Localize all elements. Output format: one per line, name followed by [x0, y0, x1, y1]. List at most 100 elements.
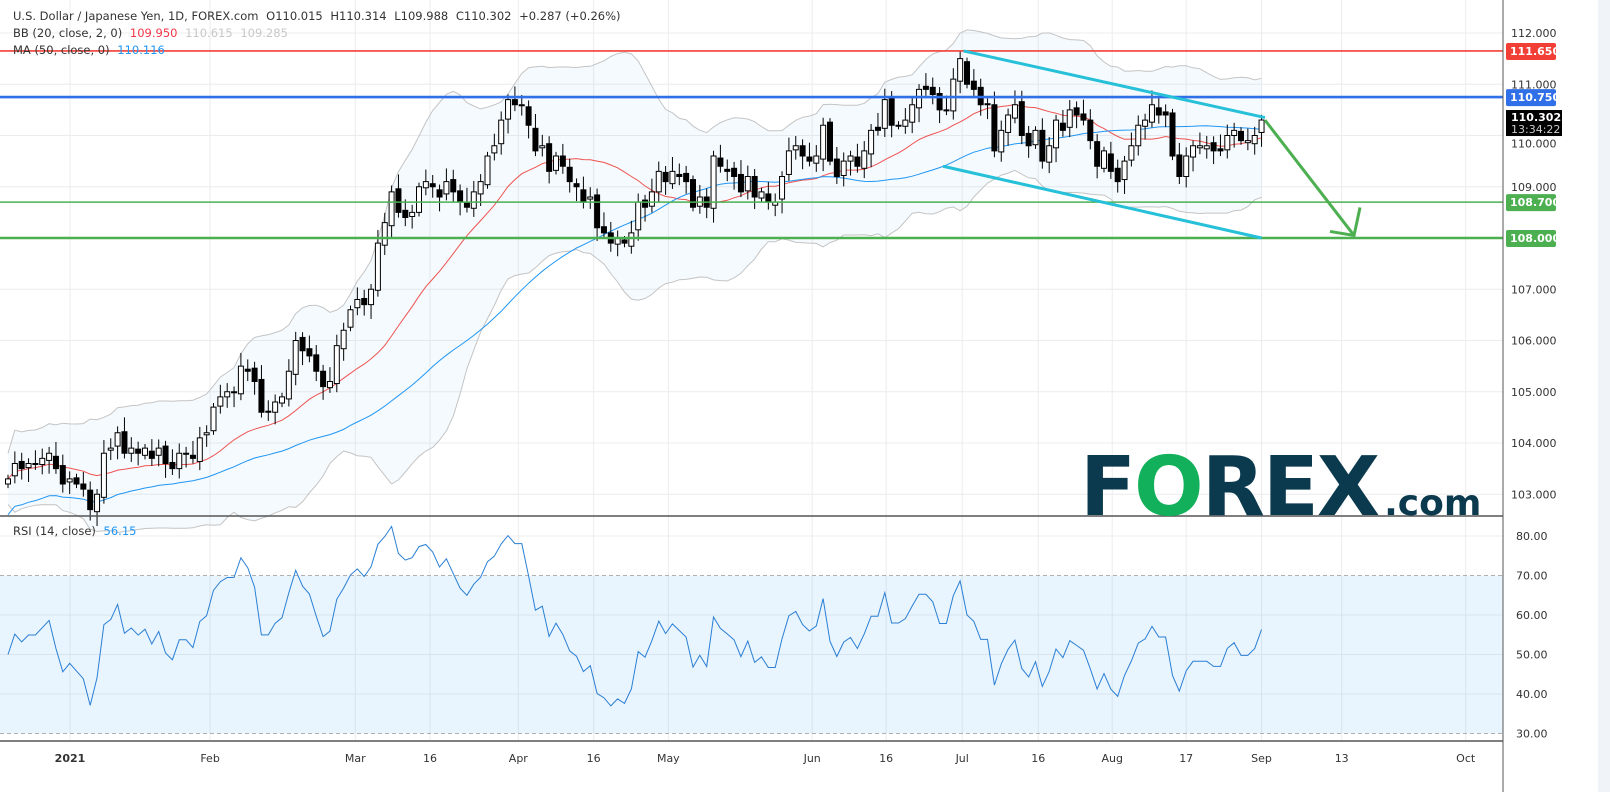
candle — [861, 141, 868, 179]
candle-body — [347, 309, 354, 328]
candle — [128, 437, 135, 462]
forex-logo: FOREX .com — [1080, 440, 1481, 535]
candle — [984, 98, 991, 120]
candle-body — [203, 432, 210, 436]
candle — [388, 185, 395, 239]
candle-body — [162, 445, 169, 465]
bb-legend[interactable]: BB (20, close, 2, 0) 109.950 110.615 109… — [13, 26, 292, 40]
candle — [799, 139, 806, 170]
candle — [73, 473, 80, 489]
candle-body — [553, 155, 559, 171]
candle — [39, 448, 46, 475]
candle-body — [326, 381, 333, 389]
candle-body — [717, 157, 724, 167]
candle-body — [299, 336, 306, 352]
symbol-legend: U.S. Dollar / Japanese Yen, 1D, FOREX.co… — [13, 9, 625, 23]
ma-value: 110.116 — [117, 43, 165, 57]
logo-text-o: O — [1134, 440, 1204, 535]
candle-body — [758, 191, 765, 199]
time-axis-label: 16 — [587, 752, 601, 765]
rsi-axis-label: 30.00 — [1516, 728, 1548, 741]
candle-body — [1258, 119, 1265, 133]
candle — [1162, 104, 1169, 128]
candle-body — [635, 201, 642, 231]
candle — [717, 144, 724, 173]
candle-body — [785, 150, 792, 175]
candle — [806, 142, 813, 167]
candle — [402, 199, 409, 227]
candle-body — [224, 391, 231, 398]
rsi-line — [7, 525, 1262, 707]
candle-body — [1101, 150, 1107, 169]
candle-body — [231, 391, 238, 394]
candle-body — [491, 145, 498, 154]
price-level-tag — [1506, 89, 1556, 107]
candle-body — [477, 181, 484, 195]
candle — [429, 175, 436, 198]
candle — [594, 188, 601, 241]
candle-body — [176, 452, 183, 470]
candle — [52, 441, 59, 474]
candle — [59, 454, 66, 493]
candle — [1224, 124, 1231, 159]
candle — [868, 123, 875, 168]
candle — [1073, 101, 1080, 129]
candle — [792, 135, 799, 160]
candle-body — [1231, 129, 1238, 136]
price-level-tag — [1506, 194, 1556, 212]
candle-body — [881, 99, 888, 129]
candle-body — [5, 478, 11, 485]
rsi-legend[interactable]: RSI (14, close) 56.15 — [13, 524, 140, 538]
candle-body — [285, 370, 292, 400]
candle — [1107, 141, 1114, 179]
time-axis-label: Aug — [1101, 752, 1122, 765]
candle — [847, 150, 854, 176]
candle — [539, 134, 546, 157]
candle-body — [621, 239, 628, 244]
candle — [546, 136, 553, 184]
candle — [1190, 140, 1197, 172]
candle — [737, 160, 744, 198]
candle-body — [710, 155, 717, 209]
candle-body — [320, 370, 327, 388]
ma-legend[interactable]: MA (50, close, 0) 110.116 — [13, 43, 169, 57]
candle — [381, 212, 388, 255]
candle — [909, 96, 916, 134]
time-axis-label: 16 — [1031, 752, 1045, 765]
candle-body — [80, 483, 87, 490]
candle — [1087, 109, 1094, 150]
candle — [505, 94, 512, 134]
candle-body — [1018, 101, 1025, 137]
candle-body — [737, 173, 744, 193]
candle-body — [1032, 129, 1039, 146]
last-price-value: 110.302 — [1511, 111, 1561, 124]
candle-body — [970, 80, 977, 90]
candle-body — [1135, 124, 1142, 147]
candle — [18, 452, 25, 480]
candle — [203, 425, 210, 447]
candle-body — [854, 156, 861, 167]
candle — [744, 165, 751, 200]
candle — [964, 57, 970, 89]
candle — [107, 438, 114, 460]
time-axis-label: 13 — [1335, 752, 1349, 765]
candle-body — [559, 155, 566, 167]
candle-body — [66, 478, 73, 483]
candle — [470, 180, 477, 217]
candle-body — [964, 61, 970, 85]
candle — [251, 361, 258, 395]
candle — [477, 174, 484, 206]
candle — [587, 187, 594, 209]
candle-body — [450, 179, 457, 193]
candle-body — [374, 242, 381, 291]
candle — [642, 194, 649, 222]
candle-body — [470, 191, 477, 209]
candle — [436, 184, 443, 212]
candle-body — [272, 401, 279, 413]
candle — [573, 178, 580, 202]
candle — [231, 386, 238, 408]
candle — [1258, 114, 1265, 147]
candle-body — [135, 448, 142, 454]
candle-body — [189, 454, 196, 459]
